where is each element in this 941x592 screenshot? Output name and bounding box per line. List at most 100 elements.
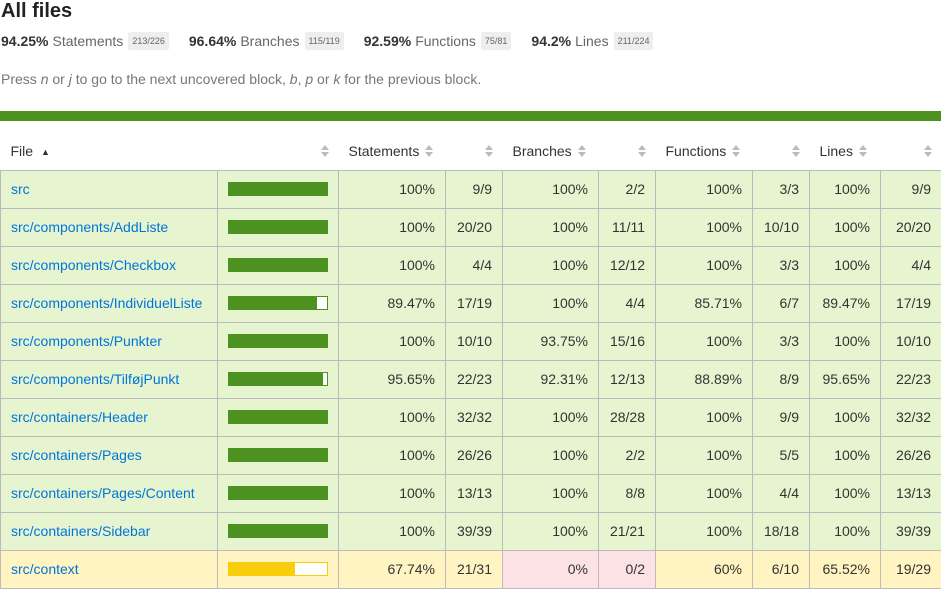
header-statements[interactable]: Statements xyxy=(339,132,446,170)
statements-pct: 100% xyxy=(339,170,446,208)
branches-abs: 12/12 xyxy=(599,246,656,284)
sort-icon xyxy=(321,145,329,157)
coverage-bar xyxy=(228,372,328,386)
file-link[interactable]: src/containers/Header xyxy=(11,409,148,425)
file-link[interactable]: src/components/Punkter xyxy=(11,333,162,349)
page-header: All files 94.25% Statements 213/226 96.6… xyxy=(0,0,941,87)
branches-abs: 28/28 xyxy=(599,398,656,436)
functions-abs: 18/18 xyxy=(753,512,810,550)
coverage-bar-fill xyxy=(229,563,295,575)
coverage-bar xyxy=(228,296,328,310)
coverage-bar-fill xyxy=(229,449,327,461)
functions-abs: 4/4 xyxy=(753,474,810,512)
branches-pct: 100% xyxy=(503,170,599,208)
file-cell: src/components/Checkbox xyxy=(1,246,218,284)
sort-icon xyxy=(425,145,433,157)
lines-pct: 100% xyxy=(810,322,881,360)
sort-icon xyxy=(859,145,867,157)
header-functions-abs[interactable] xyxy=(753,132,810,170)
header-statements-abs[interactable] xyxy=(446,132,503,170)
coverage-bar-cell xyxy=(218,360,339,398)
table-row: src/components/AddListe 100% 20/20 100% 11/1… xyxy=(1,208,941,246)
file-cell: src/components/IndividuelListe xyxy=(1,284,218,322)
sort-icon xyxy=(792,145,800,157)
file-cell: src/components/Punkter xyxy=(1,322,218,360)
statements-pct: 67.74% xyxy=(339,550,446,588)
header-lines[interactable]: Lines xyxy=(810,132,881,170)
functions-pct: 60% xyxy=(656,550,753,588)
coverage-table: File ▲ Statements Branches Functions xyxy=(0,132,941,589)
file-link[interactable]: src xyxy=(11,181,30,197)
statements-abs: 17/19 xyxy=(446,284,503,322)
file-link[interactable]: src/components/AddListe xyxy=(11,219,168,235)
file-link[interactable]: src/components/TilføjPunkt xyxy=(11,371,179,387)
coverage-bar xyxy=(228,334,328,348)
lines-pct: 89.47% xyxy=(810,284,881,322)
statements-abs: 20/20 xyxy=(446,208,503,246)
summary-branches: 96.64% Branches 115/119 xyxy=(189,32,344,50)
summary-label: Functions xyxy=(415,33,476,49)
file-link[interactable]: src/context xyxy=(11,561,79,577)
lines-pct: 95.65% xyxy=(810,360,881,398)
hint-text: to go to the next uncovered block, xyxy=(72,71,290,87)
header-lines-label: Lines xyxy=(820,143,853,159)
coverage-bar xyxy=(228,220,328,234)
keyboard-hint: Press n or j to go to the next uncovered… xyxy=(1,71,941,87)
header-file[interactable]: File ▲ xyxy=(1,132,218,170)
branches-abs: 0/2 xyxy=(599,550,656,588)
statements-abs: 4/4 xyxy=(446,246,503,284)
sort-icon xyxy=(578,145,586,157)
functions-abs: 8/9 xyxy=(753,360,810,398)
file-cell: src/components/AddListe xyxy=(1,208,218,246)
hint-text: or xyxy=(48,71,68,87)
lines-pct: 100% xyxy=(810,436,881,474)
lines-abs: 39/39 xyxy=(881,512,941,550)
coverage-bar xyxy=(228,182,328,196)
summary-label: Lines xyxy=(575,33,608,49)
coverage-summary: 94.25% Statements 213/226 96.64% Branche… xyxy=(1,30,941,52)
header-branches-abs[interactable] xyxy=(599,132,656,170)
functions-pct: 85.71% xyxy=(656,284,753,322)
table-row: src/components/Checkbox 100% 4/4 100% 12/12 1… xyxy=(1,246,941,284)
functions-abs: 6/7 xyxy=(753,284,810,322)
table-row: src/components/IndividuelListe 89.47% 17/1… xyxy=(1,284,941,322)
functions-pct: 100% xyxy=(656,436,753,474)
coverage-bar-fill xyxy=(229,183,327,195)
branches-pct: 100% xyxy=(503,284,599,322)
summary-lines: 94.2% Lines 211/224 xyxy=(531,32,653,50)
summary-statements: 94.25% Statements 213/226 xyxy=(1,32,169,50)
summary-label: Branches xyxy=(240,33,299,49)
file-link[interactable]: src/containers/Sidebar xyxy=(11,523,150,539)
hint-text: or xyxy=(313,71,333,87)
lines-abs: 17/19 xyxy=(881,284,941,322)
lines-abs: 22/23 xyxy=(881,360,941,398)
header-functions[interactable]: Functions xyxy=(656,132,753,170)
branches-abs: 12/13 xyxy=(599,360,656,398)
statements-pct: 95.65% xyxy=(339,360,446,398)
header-branches-label: Branches xyxy=(513,143,572,159)
file-link[interactable]: src/containers/Pages xyxy=(11,447,142,463)
summary-label: Statements xyxy=(52,33,123,49)
coverage-bar-cell xyxy=(218,170,339,208)
statements-abs: 9/9 xyxy=(446,170,503,208)
lines-abs: 20/20 xyxy=(881,208,941,246)
header-branches[interactable]: Branches xyxy=(503,132,599,170)
statements-pct: 100% xyxy=(339,436,446,474)
lines-abs: 32/32 xyxy=(881,398,941,436)
file-link[interactable]: src/components/IndividuelListe xyxy=(11,295,202,311)
branches-abs: 15/16 xyxy=(599,322,656,360)
summary-pct: 92.59% xyxy=(364,33,411,49)
coverage-bar xyxy=(228,448,328,462)
summary-fraction: 75/81 xyxy=(481,32,512,50)
statements-abs: 22/23 xyxy=(446,360,503,398)
branches-pct: 100% xyxy=(503,474,599,512)
lines-pct: 100% xyxy=(810,398,881,436)
lines-pct: 65.52% xyxy=(810,550,881,588)
file-link[interactable]: src/components/Checkbox xyxy=(11,257,176,273)
functions-pct: 100% xyxy=(656,246,753,284)
header-file-chart[interactable] xyxy=(218,132,339,170)
header-lines-abs[interactable] xyxy=(881,132,941,170)
file-link[interactable]: src/containers/Pages/Content xyxy=(11,485,195,501)
coverage-bar-fill xyxy=(229,259,327,271)
statements-abs: 39/39 xyxy=(446,512,503,550)
